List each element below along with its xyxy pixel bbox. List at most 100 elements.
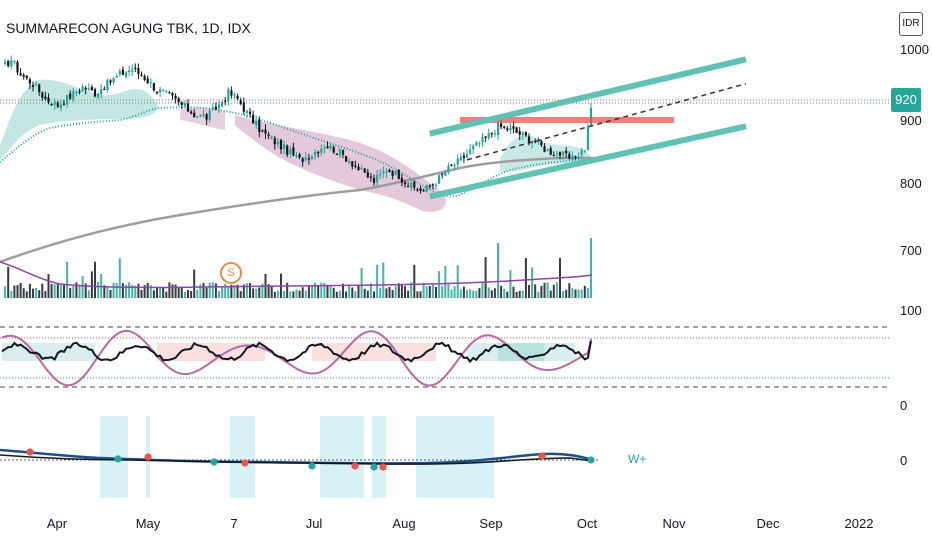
volume-bar (162, 287, 165, 298)
candle-body (7, 60, 10, 67)
candle-body (103, 88, 106, 91)
x-tick-jul: Jul (305, 516, 323, 531)
volume-bar (549, 290, 552, 298)
candle-body (221, 101, 224, 106)
volume-bar (152, 290, 155, 298)
volume-bar (239, 291, 242, 298)
volume-bar (410, 282, 413, 298)
momentum-dot (26, 448, 34, 456)
oscillator-zone-fill (312, 343, 436, 361)
volume-bar (404, 286, 406, 298)
volume-bar (224, 283, 227, 298)
volume-bar (360, 267, 363, 298)
x-tick-7: 7 (230, 516, 238, 531)
candle-body (397, 169, 400, 180)
candle-body (465, 154, 469, 158)
candle-body (478, 143, 481, 145)
chart-title: SUMMARECON AGUNG TBK, 1D, IDX (6, 20, 251, 36)
candle-body (558, 151, 562, 156)
volume-bar (444, 266, 447, 298)
currency-badge[interactable]: IDR (899, 12, 923, 36)
candle-body (25, 75, 28, 79)
candle-body (109, 80, 112, 83)
candle-body (273, 138, 276, 145)
volume-bar (425, 286, 428, 298)
volume-bar (174, 284, 177, 298)
volume-bar (363, 288, 366, 298)
volume-bar (140, 289, 143, 298)
volume-bar (515, 291, 518, 298)
volume-bar (286, 282, 289, 298)
x-tick-2022: 2022 (844, 516, 874, 531)
candle-body (580, 149, 583, 156)
candle-body (329, 145, 332, 149)
volume-bar (484, 257, 487, 298)
volume-bar (447, 284, 450, 298)
volume-bar (171, 284, 174, 298)
candle-body (577, 156, 580, 159)
candle-body (496, 122, 500, 136)
candle-body (506, 128, 509, 130)
volume-bar (413, 264, 416, 298)
volume-bar (227, 286, 230, 298)
volume-bar (255, 288, 258, 298)
candle-body (521, 132, 524, 136)
volume-bar (562, 291, 565, 298)
x-tick-dec: Dec (756, 516, 780, 531)
candle-body (345, 156, 348, 162)
candle-body (112, 78, 115, 83)
candle-body (19, 73, 22, 76)
momentum-dot (210, 458, 218, 466)
candle-body (441, 173, 444, 175)
volume-bar (540, 285, 543, 298)
momentum-dot (144, 453, 152, 461)
volume-bar (441, 286, 444, 298)
candle-body (47, 97, 50, 103)
event-s-badge[interactable]: S (220, 262, 242, 284)
candle-body (351, 161, 354, 167)
volume-bar (329, 285, 332, 298)
candle-body (338, 149, 341, 156)
channel-mid-line (466, 82, 747, 161)
volume-bar (528, 285, 530, 298)
volume-bar (236, 284, 239, 298)
candle-body (44, 96, 47, 99)
candle-body (447, 165, 450, 173)
volume-bar (453, 286, 456, 298)
volume-bar (487, 287, 490, 298)
volume-bar (317, 286, 320, 298)
candle-body (100, 89, 103, 95)
volume-bar (165, 291, 168, 298)
candle-body (419, 188, 422, 192)
volume-bar (509, 270, 512, 298)
candle-body (295, 155, 298, 157)
candle-body (146, 78, 149, 84)
volume-bar (115, 282, 118, 298)
candle-body (425, 184, 428, 192)
candle-body (31, 85, 35, 87)
candle-body (143, 75, 146, 81)
momentum-dot (308, 462, 316, 470)
volume-bar (376, 264, 379, 298)
volume-bar (56, 283, 59, 298)
candle-body (462, 155, 465, 158)
candle-body (165, 90, 168, 92)
y-tick-700: 700 (900, 243, 922, 258)
candle-body (413, 181, 416, 188)
candle-body (97, 93, 100, 98)
candle-body (22, 74, 25, 77)
candle-body (227, 89, 230, 102)
momentum-band (230, 416, 255, 498)
volume-bar (497, 243, 499, 298)
volume-bar (583, 285, 586, 298)
volume-bar (348, 284, 351, 298)
candle-body (518, 131, 521, 135)
ema-cloud-pink (235, 115, 446, 212)
volume-bar (72, 285, 75, 298)
candle-body (574, 156, 577, 159)
volume-bar (59, 283, 62, 298)
candle-body (428, 185, 431, 187)
candle-body (186, 103, 190, 112)
volume-bar (87, 290, 90, 298)
